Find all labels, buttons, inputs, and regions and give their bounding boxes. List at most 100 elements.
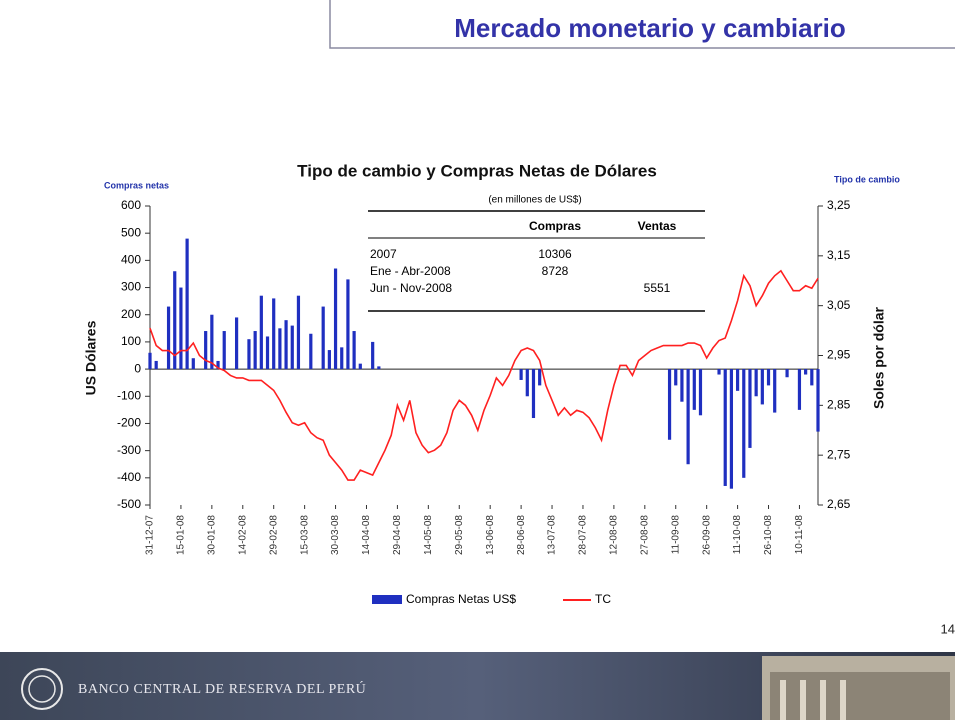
- y2-tick-label: 2,85: [827, 398, 851, 412]
- legend-label: TC: [595, 592, 611, 606]
- x-tick-label: 26-10-08: [763, 515, 774, 555]
- table-cell: 8728: [542, 264, 569, 278]
- x-tick-label: 27-08-08: [639, 515, 650, 555]
- footer-photo: [820, 680, 826, 720]
- line: [149, 269, 819, 481]
- bar: [234, 317, 239, 370]
- y-tick-label: 500: [121, 225, 141, 239]
- legend-label: Compras Netas US$: [406, 592, 516, 606]
- bar: [179, 287, 183, 370]
- bar: [210, 314, 214, 370]
- x-tick-label: 30-01-08: [206, 515, 217, 555]
- bar: [290, 325, 294, 370]
- y2-tick-label: 2,75: [827, 447, 851, 461]
- plot: 600 500 400 300 200 100 0 -100 -200 -300 -400 -500 3…: [117, 198, 851, 555]
- y-tick-label: 400: [121, 253, 141, 267]
- table-row-label: Jun - Nov-2008: [370, 281, 452, 295]
- y2-tick-label: 2,65: [827, 497, 851, 511]
- x-tick-label: 13-06-08: [485, 515, 496, 555]
- bar: [667, 369, 672, 440]
- bar: [166, 306, 171, 370]
- y-tick-label: -200: [117, 416, 141, 430]
- bar: [760, 369, 764, 405]
- y2-axis-title: Soles por dólar: [871, 306, 887, 408]
- footer-photo: [770, 672, 950, 720]
- x-tick-label: 28-06-08: [516, 515, 527, 555]
- bar: [253, 331, 257, 370]
- bar: [265, 336, 270, 370]
- chart-title: Tipo de cambio y Compras Netas de Dólare…: [297, 161, 657, 180]
- bar: [296, 295, 301, 370]
- bar: [278, 328, 282, 370]
- bar: [204, 331, 208, 370]
- x-tick-label: 11-09-08: [670, 515, 681, 555]
- x-tick-label: 10-11-08: [794, 515, 805, 555]
- bar: [519, 369, 523, 380]
- x-tick-label: 14-02-08: [237, 515, 248, 555]
- y-tick-label: 300: [121, 280, 141, 294]
- table-cell: 10306: [538, 247, 572, 261]
- bar: [333, 268, 338, 370]
- x-tick-label: 15-03-08: [299, 515, 310, 555]
- bar: [785, 369, 789, 378]
- x-tick-label: 29-02-08: [268, 515, 279, 555]
- legend: Compras Netas US$ TC: [372, 592, 611, 606]
- y-tick-label: -500: [117, 497, 141, 511]
- bar: [371, 341, 375, 370]
- x-tick-label: 15-01-08: [176, 515, 187, 555]
- y-tick-label: 600: [121, 198, 141, 212]
- y-axis-title: US Dólares: [83, 320, 99, 395]
- x-tick-label: 29-05-08: [454, 515, 465, 555]
- page-number: 14: [941, 621, 955, 636]
- footer-text: BANCO CENTRAL DE RESERVA DEL PERÚ: [78, 680, 366, 697]
- y-tick-label: 200: [121, 307, 141, 321]
- legend-swatch: [372, 595, 402, 604]
- bar: [816, 369, 820, 432]
- bar: [346, 279, 350, 370]
- x-tick-label: 14-05-08: [423, 515, 434, 555]
- table-row-label: Ene - Abr-2008: [370, 264, 451, 278]
- x-tick-label: 14-04-08: [361, 515, 372, 555]
- bar: [340, 347, 344, 370]
- title-frame: [329, 0, 955, 49]
- x-tick-label: 28-07-08: [578, 515, 589, 555]
- x-tick-label: 30-03-08: [330, 515, 341, 555]
- y-tick-label: 100: [121, 334, 141, 348]
- y2-caption: Tipo de cambio: [834, 174, 900, 184]
- bar: [173, 271, 177, 370]
- bar: [525, 369, 529, 397]
- bar: [748, 369, 752, 448]
- footer-photo: [840, 680, 846, 720]
- x-tick-label: 31-12-07: [145, 515, 156, 555]
- bar: [754, 369, 758, 397]
- y2-tick-label: 2,95: [827, 348, 851, 362]
- logo: [21, 668, 63, 710]
- bar: [327, 350, 331, 370]
- table-row-label: 2007: [370, 247, 397, 261]
- bar: [723, 369, 727, 486]
- y-tick-label: -300: [117, 443, 141, 457]
- bar: [717, 369, 721, 375]
- bar: [259, 295, 263, 370]
- bar: [272, 298, 276, 370]
- bar: [284, 320, 288, 370]
- bar: [686, 369, 690, 465]
- bar: [531, 369, 536, 419]
- y-tick-label: 0: [134, 361, 141, 375]
- slide-title: Mercado monetario y cambiario: [454, 13, 846, 43]
- table-body: 2007 10306 Ene - Abr-2008 8728 Jun - Nov-200…: [370, 247, 671, 295]
- bar: [154, 360, 158, 370]
- footer-photo: [780, 680, 786, 720]
- bar: [321, 306, 325, 370]
- bar: [773, 369, 777, 413]
- bar: [247, 339, 251, 370]
- inset-table: (en millones de US$) Compras Ventas 2007…: [368, 195, 705, 312]
- bar: [358, 363, 362, 370]
- y-caption: Compras netas: [104, 180, 169, 190]
- logo: [28, 675, 56, 703]
- bar: [735, 369, 740, 391]
- bar: [797, 369, 802, 410]
- bar: [680, 369, 684, 402]
- bar: [766, 369, 771, 386]
